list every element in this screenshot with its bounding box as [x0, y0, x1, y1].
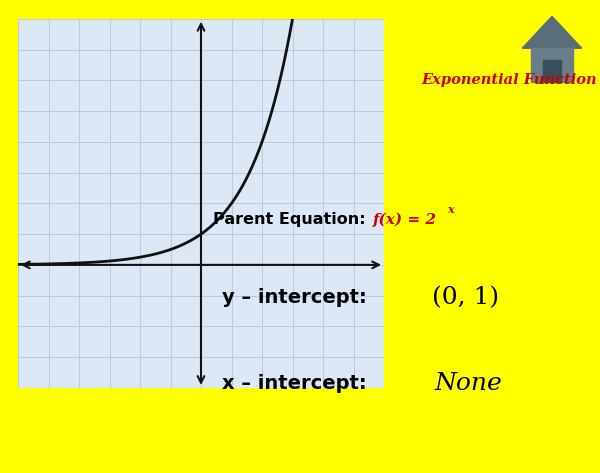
- Text: Parent Equation:: Parent Equation:: [213, 212, 365, 228]
- Text: (0, 1): (0, 1): [432, 287, 499, 309]
- Text: f(x) = 2: f(x) = 2: [373, 213, 437, 227]
- Text: x: x: [447, 203, 454, 215]
- Text: Exponential Function: Exponential Function: [421, 73, 597, 88]
- Text: y – intercept:: y – intercept:: [222, 289, 367, 307]
- Polygon shape: [522, 17, 582, 48]
- Text: None: None: [435, 372, 503, 394]
- Text: x – intercept:: x – intercept:: [222, 374, 367, 393]
- Polygon shape: [543, 61, 561, 82]
- Polygon shape: [531, 48, 573, 82]
